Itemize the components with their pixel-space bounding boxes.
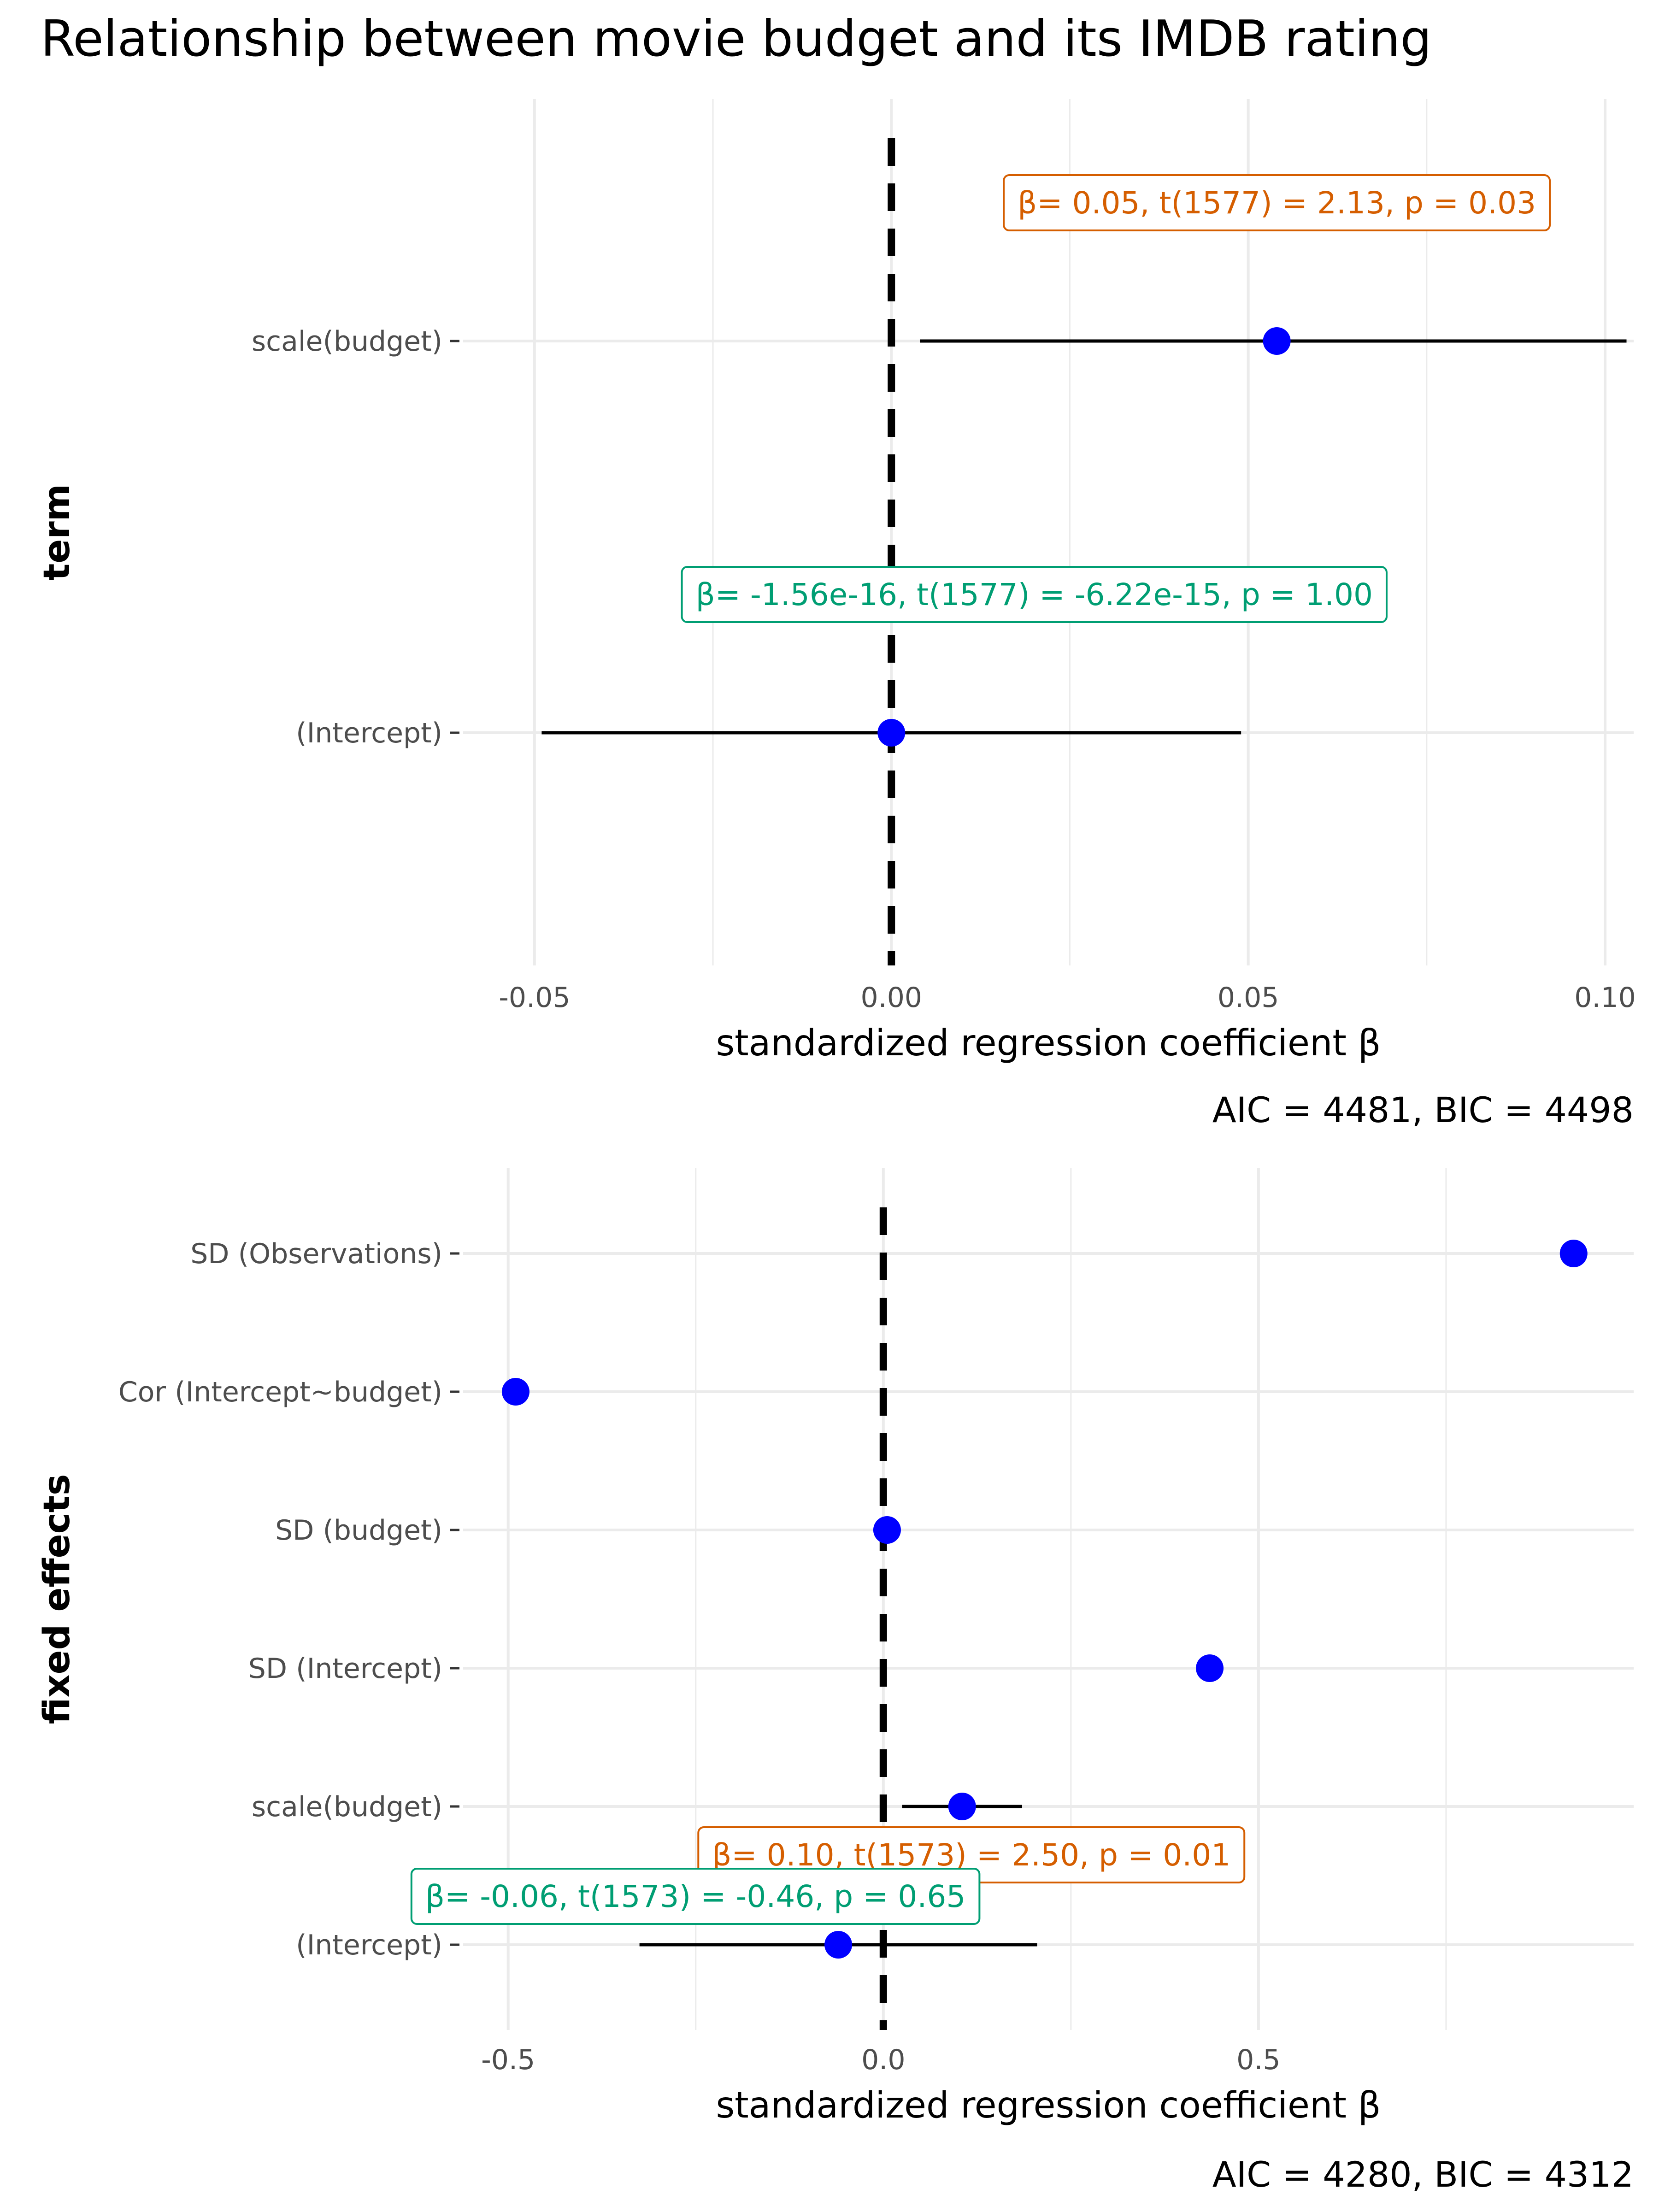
coefficient-point xyxy=(1263,327,1291,355)
x-tick-label: 0.00 xyxy=(860,982,922,1014)
coefficient-label: β= -1.56e-16, t(1577) = -6.22e-15, p = 1… xyxy=(696,577,1373,612)
panel-top: -0.05 0.00 0.05 0.10 scale(budget) (Intercept… xyxy=(36,99,1636,1130)
x-tick-label: 0.0 xyxy=(861,2044,905,2076)
coefficient-point xyxy=(877,719,906,747)
y-tick-label: SD (Observations) xyxy=(190,1238,442,1270)
y-tick-label: SD (Intercept) xyxy=(248,1653,442,1685)
y-tick-label: SD (budget) xyxy=(275,1514,442,1547)
coefficient-label-box xyxy=(681,566,1388,623)
coefficient-point xyxy=(824,1931,853,1959)
y-tick-label: Cor (Intercept~budget) xyxy=(118,1376,442,1408)
x-tick-label: -0.5 xyxy=(481,2044,535,2076)
y-tick-label: scale(budget) xyxy=(252,325,442,358)
x-tick-label: -0.05 xyxy=(499,982,570,1014)
coefficient-label-box xyxy=(410,1868,981,1925)
coefficient-label: β= 0.10, t(1573) = 2.50, p = 0.01 xyxy=(712,1837,1230,1873)
coefficient-point xyxy=(948,1793,976,1820)
coefficient-point xyxy=(1196,1654,1224,1682)
x-tick-label: 0.05 xyxy=(1218,982,1279,1014)
model-fit-caption-bottom: AIC = 4280, BIC = 4312 xyxy=(1212,2154,1634,2195)
x-tick-label: 0.5 xyxy=(1236,2044,1280,2076)
coefficient-point xyxy=(873,1516,901,1544)
chart-title: Relationship between movie budget and it… xyxy=(41,10,1432,68)
coefficient-label: β= 0.05, t(1577) = 2.13, p = 0.03 xyxy=(1018,185,1536,221)
coefficient-point xyxy=(1559,1240,1588,1267)
y-axis-title-bottom: fixed effects xyxy=(36,1474,78,1724)
y-tick-label: (Intercept) xyxy=(296,717,442,749)
x-axis-title-bottom: standardized regression coefficient β xyxy=(716,2085,1381,2126)
panel-bottom: -0.5 0.0 0.5 SD (Observations) Cor (Intercep… xyxy=(36,1168,1634,2195)
y-tick-label: scale(budget) xyxy=(252,1791,442,1823)
coefficient-point xyxy=(501,1378,529,1406)
model-fit-caption-top: AIC = 4481, BIC = 4498 xyxy=(1212,1089,1634,1130)
x-axis-title-top: standardized regression coefficient β xyxy=(716,1023,1381,1064)
x-tick-label: 0.10 xyxy=(1574,982,1636,1014)
coefficient-label: β= -0.06, t(1573) = -0.46, p = 0.65 xyxy=(425,1879,966,1914)
y-tick-label: (Intercept) xyxy=(296,1929,442,1961)
y-axis-title-top: term xyxy=(36,484,78,581)
coefficient-label-box xyxy=(1003,174,1551,231)
